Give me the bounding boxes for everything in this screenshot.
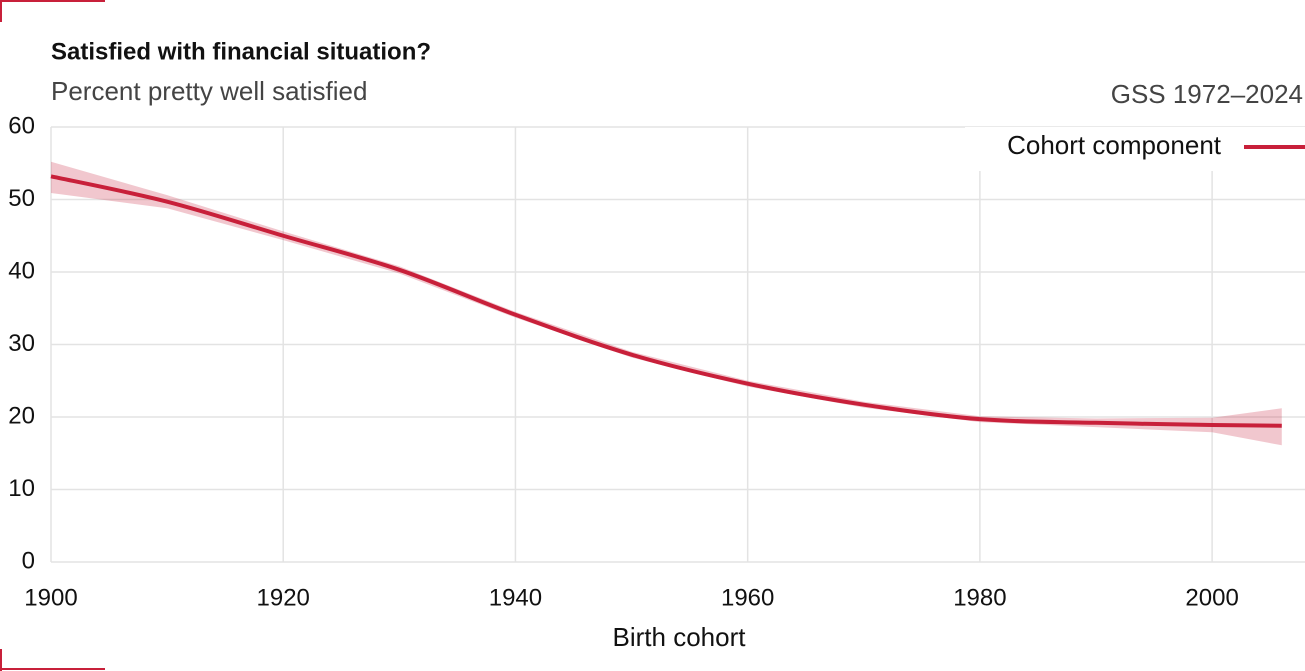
y-tick-label: 30: [8, 330, 35, 357]
y-tick-label: 40: [8, 257, 35, 284]
x-axis-label: Birth cohort: [613, 622, 747, 652]
y-tick-label: 10: [8, 475, 35, 502]
x-tick-label: 1960: [721, 584, 774, 611]
line: [50, 174, 1282, 428]
source: GSS 1972–2024: [1111, 79, 1303, 109]
x-tick-label: 2000: [1185, 584, 1238, 611]
legend: Cohort component: [965, 127, 1305, 171]
x-tick-label: 1940: [489, 584, 542, 611]
y-tick-label: 60: [8, 112, 35, 139]
confidence-band: [51, 161, 1282, 446]
x-tick-label: 1980: [953, 584, 1006, 611]
x-tick-label: 1920: [257, 584, 310, 611]
y-tick-label: 0: [22, 547, 35, 574]
corner-mark: [0, 0, 105, 22]
y-tick-label: 50: [8, 185, 35, 212]
legend-label: Cohort component: [1007, 130, 1222, 160]
corner-mark: [0, 649, 105, 671]
y-tick-label: 20: [8, 402, 35, 429]
chart-subtitle: Percent pretty well satisfied: [51, 76, 367, 106]
x-tick-label: 1900: [24, 584, 77, 611]
chart-title: Satisfied with financial situation?: [51, 38, 431, 65]
grid: 0 10 20 30 40 50 60 1900 1920 1940 1960 1980 2000: [8, 112, 1305, 611]
plot: [50, 161, 1282, 446]
